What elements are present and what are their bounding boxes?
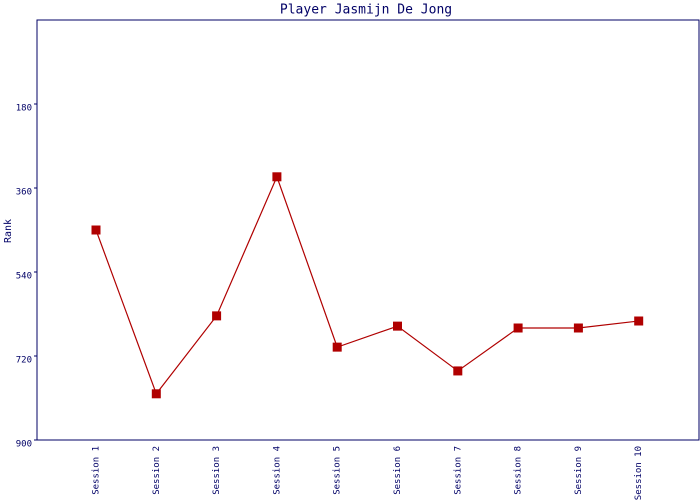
x-tick-label: Session 8 xyxy=(514,446,524,495)
x-tick-label: Session 9 xyxy=(574,446,584,495)
y-tick-label: 540 xyxy=(16,272,32,282)
y-axis-label: Rank xyxy=(3,219,14,243)
point xyxy=(453,366,463,376)
chart-title: Player Jasmijn De Jong xyxy=(280,3,452,18)
y-tick-label: 720 xyxy=(16,356,32,366)
point xyxy=(513,323,523,333)
point xyxy=(212,311,222,321)
x-tick-label: Session 4 xyxy=(272,446,282,495)
series-line xyxy=(95,175,639,396)
point xyxy=(634,316,644,326)
y-tick-label: 180 xyxy=(16,104,32,114)
point xyxy=(393,321,402,331)
x-tick-label: Session 7 xyxy=(453,446,463,495)
x-tick-label: Session 1 xyxy=(92,446,102,495)
x-tick-label: Session 5 xyxy=(333,446,343,495)
point xyxy=(91,225,101,235)
x-tick-label: Session 2 xyxy=(152,446,162,495)
point xyxy=(151,389,161,399)
x-tick-label: Session 3 xyxy=(212,446,222,495)
point xyxy=(272,172,282,182)
x-tick-label: Session 6 xyxy=(393,446,403,495)
y-tick-label: 360 xyxy=(16,188,32,198)
y-tick-label: 900 xyxy=(16,440,32,450)
point xyxy=(573,323,583,333)
plot-frame xyxy=(36,19,700,441)
point xyxy=(332,342,342,352)
x-tick-label: Session 10 xyxy=(634,446,644,500)
